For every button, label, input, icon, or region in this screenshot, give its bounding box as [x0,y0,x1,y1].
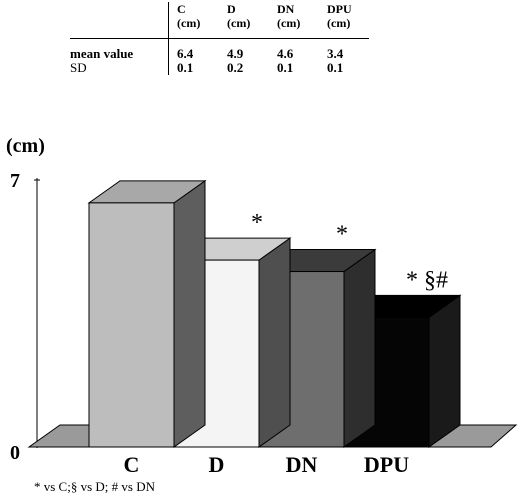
table-header-c: C (cm) [168,2,219,39]
cell-value: 0.1 [327,60,344,75]
table-header-row: C (cm) D (cm) DN (cm) DPU (cm) [70,2,369,39]
significance-mark-dn: * [336,222,348,248]
bar-side-dn [343,248,376,448]
row-label: SD [70,61,169,75]
table-header-d: D (cm) [219,2,269,39]
table-row-sd: SD 0.1 0.2 0.1 0.1 [70,61,369,75]
cell-value: 3.4 [327,46,344,61]
y-tick-label: 7 [10,170,20,192]
cell-value: 0.1 [277,60,294,75]
header-unit: (cm) [277,16,301,30]
cell-value: 0.2 [227,60,244,75]
header-symbol: DPU [327,2,352,16]
table-row-mean: mean value 6.4 4.9 4.6 3.4 [70,38,369,61]
row-label: mean value [70,38,169,61]
bar-side-d [258,237,291,448]
x-tick-label-dpu: DPU [364,452,409,477]
header-symbol: DN [277,2,295,16]
cell-value: 4.9 [227,46,244,61]
x-tick-label-dn: DN [286,452,318,477]
x-tick-label-d: D [209,452,225,477]
table-header-dn: DN (cm) [269,2,319,39]
summary-table: C (cm) D (cm) DN (cm) DPU (cm) mean valu… [70,2,369,75]
header-unit: (cm) [227,16,251,30]
cell-value: 0.1 [177,60,194,75]
header-unit: (cm) [327,16,351,30]
bar-side-dpu [428,294,461,448]
bar-side-c [173,179,206,448]
table-header-dpu: DPU (cm) [319,2,369,39]
cell-value: 6.4 [177,46,194,61]
cell-value: 4.6 [277,46,294,61]
significance-mark-dpu: * §# [406,267,448,293]
header-symbol: D [227,2,236,16]
significance-mark-d: * [251,210,263,236]
y-tick-label: 0 [10,442,20,464]
y-axis-label: (cm) [6,135,45,157]
header-unit: (cm) [177,16,201,30]
footnote: * vs C;§ vs D; # vs DN [34,479,155,494]
table-corner [70,2,169,39]
bar-c [88,202,175,448]
header-symbol: C [177,2,186,16]
x-tick-label-c: C [124,452,140,477]
